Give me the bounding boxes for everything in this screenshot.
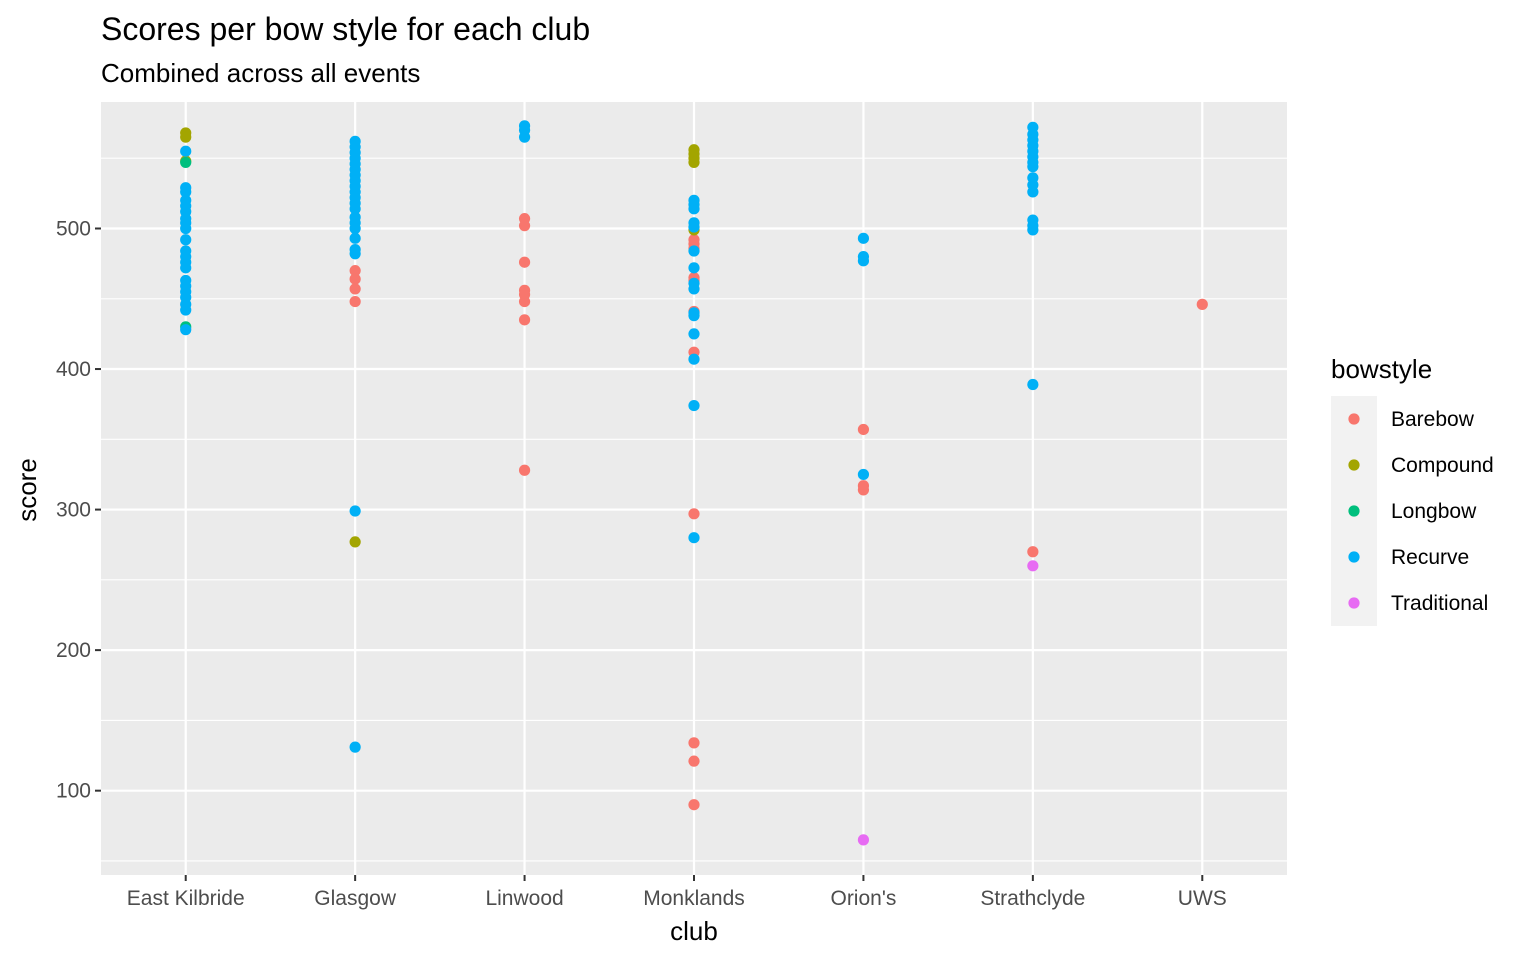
x-axis-title: club [670,916,718,946]
x-axis: East Kilbride Glasgow Linwood Monklands Orio… [127,875,1227,910]
legend-title: bowstyle [1331,354,1432,384]
point-compound [180,131,192,143]
point-barebow [857,484,870,496]
chart-subtitle: Combined across all events [101,58,420,88]
y-axis: 100 200 300 400 500 [56,217,101,803]
point-recurve [857,468,870,481]
point-recurve [180,186,192,198]
legend-items: Barebow Compound Longbow Recurve Traditional [1348,408,1494,615]
x-tick-label: UWS [1178,887,1227,910]
point-traditional [857,834,870,846]
legend-key-longbow [1348,505,1360,517]
point-recurve [857,255,870,267]
point-recurve [349,222,361,235]
point-recurve [1027,186,1039,198]
y-tick-label: 400 [56,358,91,381]
point-barebow [349,295,361,308]
point-recurve [180,262,192,274]
point-recurve [349,232,361,244]
point-recurve [688,283,700,295]
point-compound [349,536,361,548]
point-barebow [1027,546,1039,558]
legend-label: Longbow [1391,500,1477,523]
point-recurve [180,304,192,316]
x-tick-label: Linwood [485,887,563,910]
point-recurve [180,234,192,246]
point-recurve [688,221,700,233]
point-barebow [518,314,531,326]
point-recurve [1027,224,1039,236]
legend-key-barebow [1348,413,1360,425]
point-barebow [349,283,361,295]
x-tick-label: Orion's [830,887,896,910]
point-recurve [688,532,700,544]
point-barebow [518,464,531,476]
y-tick-label: 200 [56,639,91,662]
y-axis-title: score [12,458,42,522]
legend-key-compound [1348,459,1360,471]
data-points [180,120,1208,846]
point-traditional [1027,560,1039,572]
chart-title: Scores per bow style for each club [101,11,590,47]
point-barebow [349,265,361,277]
point-recurve [688,328,700,340]
point-recurve [180,145,192,157]
point-recurve [180,324,192,336]
point-barebow [1196,298,1208,310]
point-barebow [857,423,870,436]
point-recurve [349,741,361,753]
point-barebow [349,273,361,285]
point-recurve [1027,161,1039,173]
y-tick-label: 300 [56,499,91,522]
point-barebow [688,755,700,767]
x-tick-label: Monklands [643,887,745,910]
point-compound [688,156,700,169]
x-tick-label: Glasgow [314,887,397,910]
point-barebow [518,256,531,268]
legend-label: Barebow [1391,408,1475,431]
point-recurve [688,399,700,412]
point-recurve [1027,378,1039,391]
point-recurve [518,131,531,143]
point-recurve [688,353,700,365]
y-tick-label: 100 [56,780,91,803]
x-tick-label: East Kilbride [127,887,245,910]
point-recurve [688,245,700,257]
point-recurve [857,232,870,244]
point-recurve [688,262,700,274]
point-barebow [518,220,531,232]
point-barebow [688,737,700,749]
x-tick-label: Strathclyde [980,887,1085,910]
point-barebow [688,508,700,520]
point-longbow [180,156,192,169]
y-tick-label: 500 [56,217,91,240]
point-barebow [518,295,531,308]
point-recurve [180,222,192,235]
legend-key-recurve [1348,551,1360,563]
legend: bowstyle Barebow Compound Longbow Recurve Tr… [1331,354,1494,626]
point-recurve [349,248,361,260]
legend-label: Compound [1391,454,1494,477]
point-recurve [688,203,700,215]
legend-label: Recurve [1391,546,1469,569]
point-recurve [688,310,700,322]
legend-key-traditional [1348,597,1360,609]
point-recurve [349,505,361,517]
point-barebow [688,799,700,811]
legend-label: Traditional [1391,592,1488,615]
point-recurve [349,203,361,215]
